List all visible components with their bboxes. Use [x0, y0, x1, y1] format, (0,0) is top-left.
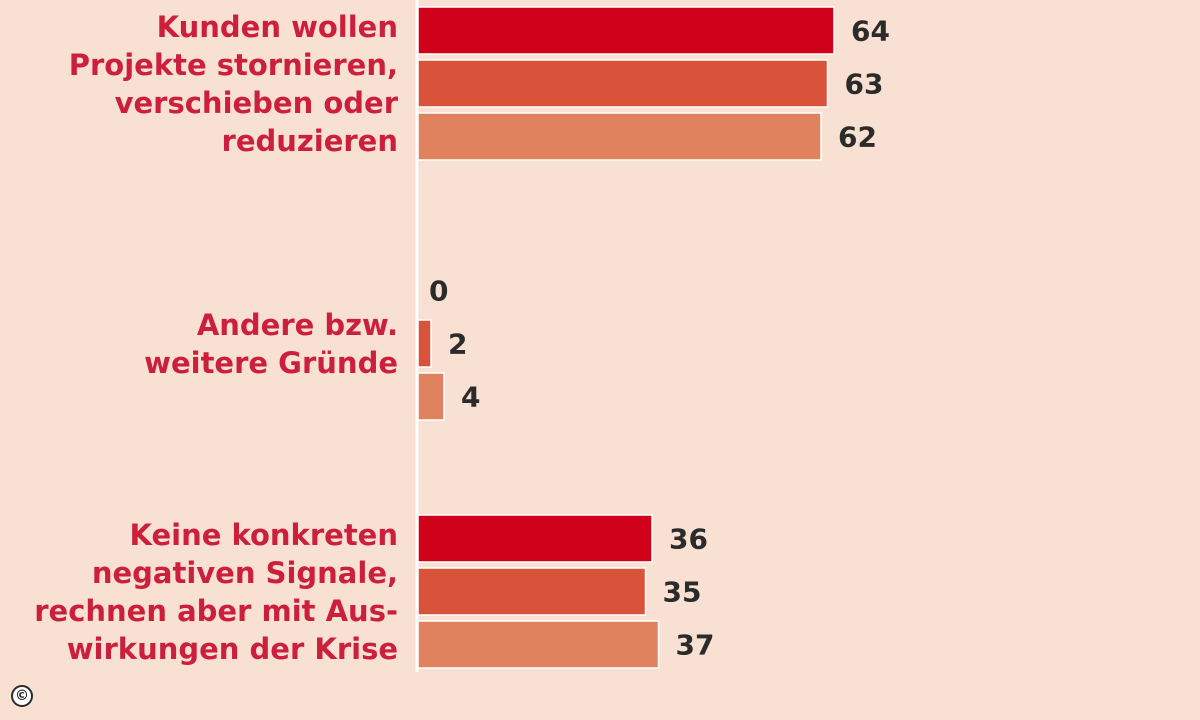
- bar: [417, 372, 445, 421]
- category-label-line: weitere Gründe: [144, 345, 398, 380]
- bar: [417, 59, 829, 108]
- data-label: 63: [845, 68, 884, 101]
- bar: [417, 6, 835, 55]
- category-label-line: Keine konkreten: [129, 517, 399, 552]
- bar: [417, 620, 660, 669]
- category-label-line: Andere bzw.: [196, 307, 398, 342]
- data-label: 35: [663, 576, 702, 609]
- data-label: 62: [838, 121, 877, 154]
- category-label-line: reduzieren: [221, 123, 398, 158]
- data-label: 37: [676, 629, 715, 662]
- data-label: 64: [851, 15, 890, 48]
- category-label-line: Projekte stornieren,: [68, 47, 398, 82]
- category-label-line: negativen Signale,: [91, 555, 398, 590]
- bar: [417, 567, 647, 616]
- category-label-line: Kunden wollen: [156, 9, 398, 44]
- data-label: 4: [461, 381, 480, 414]
- data-label: 36: [669, 523, 708, 556]
- category-label-line: verschieben oder: [114, 85, 398, 120]
- category-label-line: wirkungen der Krise: [66, 631, 398, 666]
- category-label: Andere bzw. weitere Gründe: [18, 306, 398, 382]
- category-label: Keine konkreten negativen Signale, rechnen…: [18, 516, 398, 668]
- bar: [417, 319, 432, 368]
- copyright-icon: ©: [11, 685, 33, 707]
- bar: [417, 514, 653, 563]
- data-label: 0: [429, 275, 448, 308]
- category-label-line: rechnen aber mit Aus-: [34, 593, 398, 628]
- data-label: 2: [448, 328, 467, 361]
- bar: [417, 112, 822, 161]
- category-label: Kunden wollen Projekte stornieren, verschi…: [18, 8, 398, 160]
